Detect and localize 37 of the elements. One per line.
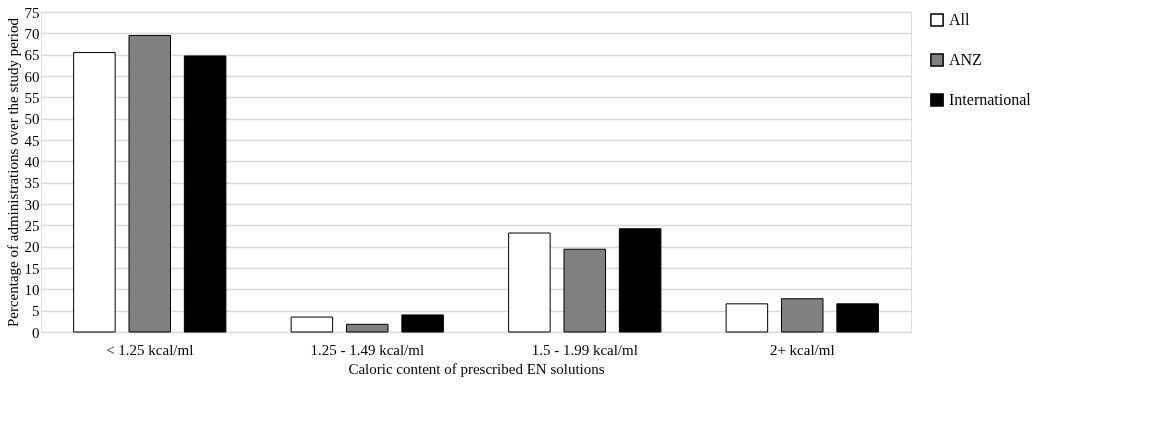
x-axis-title: Caloric content of prescribed EN solutions xyxy=(348,360,605,377)
y-tick-label: 15 xyxy=(24,260,40,277)
y-tick-label: 0 xyxy=(32,324,40,341)
bar xyxy=(290,316,334,333)
y-tick-label: 75 xyxy=(24,4,40,21)
y-tick-label: 40 xyxy=(24,153,40,170)
bar xyxy=(563,248,607,333)
bar xyxy=(618,228,662,333)
x-tick-label: 1.5 - 1.99 kcal/ml xyxy=(531,341,638,358)
x-tick-label: 2+ kcal/ml xyxy=(769,341,835,358)
y-axis-title: Percentage of administrations over the study period xyxy=(4,17,21,328)
y-tick-label: 50 xyxy=(24,111,40,128)
x-tick-label: 1.25 - 1.49 kcal/ml xyxy=(310,341,425,358)
x-tick-label: < 1.25 kcal/ml xyxy=(106,341,194,358)
y-tick-label: 65 xyxy=(24,47,40,64)
bar xyxy=(401,314,444,333)
legend-label: ANZ xyxy=(949,51,982,68)
y-tick-label: 20 xyxy=(24,239,40,256)
bar xyxy=(128,34,172,333)
bar xyxy=(183,55,227,333)
bar xyxy=(836,303,879,333)
bar xyxy=(73,52,116,333)
y-tick-label: 55 xyxy=(24,89,40,106)
bar xyxy=(725,303,769,333)
y-tick-label: 60 xyxy=(24,68,40,85)
y-tick-label: 10 xyxy=(24,281,40,298)
y-tick-label: 70 xyxy=(24,25,40,42)
y-tick-label: 35 xyxy=(24,175,40,192)
bar xyxy=(508,232,551,333)
y-tick-label: 25 xyxy=(24,217,40,234)
y-tick-label: 5 xyxy=(32,303,40,320)
legend-label: All xyxy=(949,11,970,28)
bar xyxy=(345,323,389,333)
legend-label: International xyxy=(949,91,1032,108)
y-tick-label: 45 xyxy=(24,132,40,149)
bar xyxy=(780,298,824,333)
y-tick-label: 30 xyxy=(24,196,40,213)
